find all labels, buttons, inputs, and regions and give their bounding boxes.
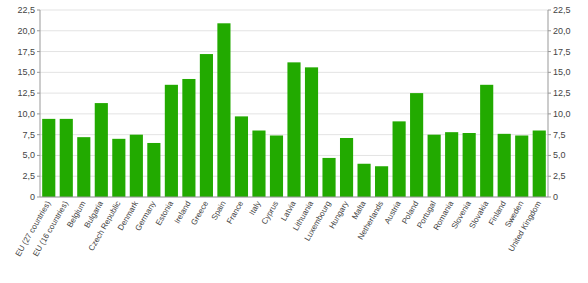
bar [182,79,195,197]
y2-tick-label: 2,5 [553,171,566,181]
bar [322,158,335,197]
bar [480,85,493,197]
y-tick-label: 12,5 [17,88,35,98]
bar [147,143,160,197]
y-tick-label: 0 [30,192,35,202]
y2-tick-label: 0 [553,192,558,202]
y-tick [37,197,40,198]
bar [375,166,388,197]
x-tick-label: Germany [133,200,157,233]
bar [428,135,441,197]
bar [393,121,406,197]
bar [515,135,528,197]
y-tick-label: 10,0 [17,109,35,119]
x-tick-label: Cyprus [260,200,280,226]
y2-tick [548,176,551,177]
y2-tick [548,113,551,114]
y-tick [37,93,40,94]
x-tick-label: Hungary [327,200,350,231]
y-tick [37,72,40,73]
bar [60,119,73,197]
y2-tick-label: 17,5 [553,47,571,57]
bar [498,134,511,197]
bar [270,135,283,197]
bar [42,119,55,197]
bar [77,137,90,197]
bar [235,116,248,197]
y-tick-label: 17,5 [17,47,35,57]
bars [42,23,546,197]
x-tick-label: EU (16 countries) [31,199,70,258]
x-tick-label: Luxembourg [303,200,333,243]
grid-line [40,10,548,11]
bar [252,131,265,197]
bar [95,103,108,197]
y-tick-label: 2,5 [22,171,35,181]
bar [463,133,476,197]
x-tick-label: Slovakia [468,199,491,230]
y-axis-line [40,10,41,197]
bar [445,132,458,197]
bar [217,23,230,197]
y2-tick-label: 10,0 [553,109,571,119]
x-tick-label: Italy [248,200,263,217]
bar [410,93,423,197]
x-tick-label: Estonia [154,199,175,227]
y2-tick-label: 20,0 [553,26,571,36]
y-tick [37,155,40,156]
y2-tick-label: 12,5 [553,88,571,98]
y-tick-label: 22,5 [17,5,35,15]
grid-line [40,51,548,52]
y2-tick-label: 7,5 [553,130,566,140]
grid-line [40,197,548,198]
bar [130,135,143,197]
bar [358,164,371,197]
x-tick-label: Spain [210,200,228,222]
y2-tick [548,93,551,94]
grid [40,10,548,197]
x-tick-label: Greece [189,199,210,227]
y2-tick [548,155,551,156]
y-tick-label: 7,5 [22,130,35,140]
x-axis-line [40,197,548,198]
bar [112,139,125,197]
y-tick-label: 5,0 [22,150,35,160]
grid-line [40,30,548,31]
x-tick-label: France [225,199,246,226]
y-tick [37,134,40,135]
y-tick [37,176,40,177]
y-tick [37,113,40,114]
y-tick-label: 15,0 [17,67,35,77]
bar [287,62,300,197]
bar [200,54,213,197]
y-tick [37,51,40,52]
y2-tick-label: 5,0 [553,150,566,160]
y2-tick-label: 22,5 [553,5,571,15]
y-tick [37,30,40,31]
y-tick [37,10,40,11]
y2-tick-label: 15,0 [553,67,571,77]
bar [165,85,178,197]
y2-axis-line [548,10,549,197]
bar [533,131,546,197]
bar [340,138,353,197]
x-tick-label: Netherlands [356,200,385,242]
bar [305,67,318,197]
y2-tick [548,197,551,198]
x-tick-label: United Kingdom [507,199,543,253]
y2-tick [548,51,551,52]
y2-tick [548,72,551,73]
x-tick-label: Malta [350,199,368,221]
y2-tick [548,10,551,11]
y-tick-label: 20,0 [17,26,35,36]
chart: 0 2,5 5,0 7,5 10,0 12,5 15,0 17,5 20,0 22,5 0 2,5 5,… [0,0,588,283]
y2-tick [548,30,551,31]
y2-tick [548,134,551,135]
